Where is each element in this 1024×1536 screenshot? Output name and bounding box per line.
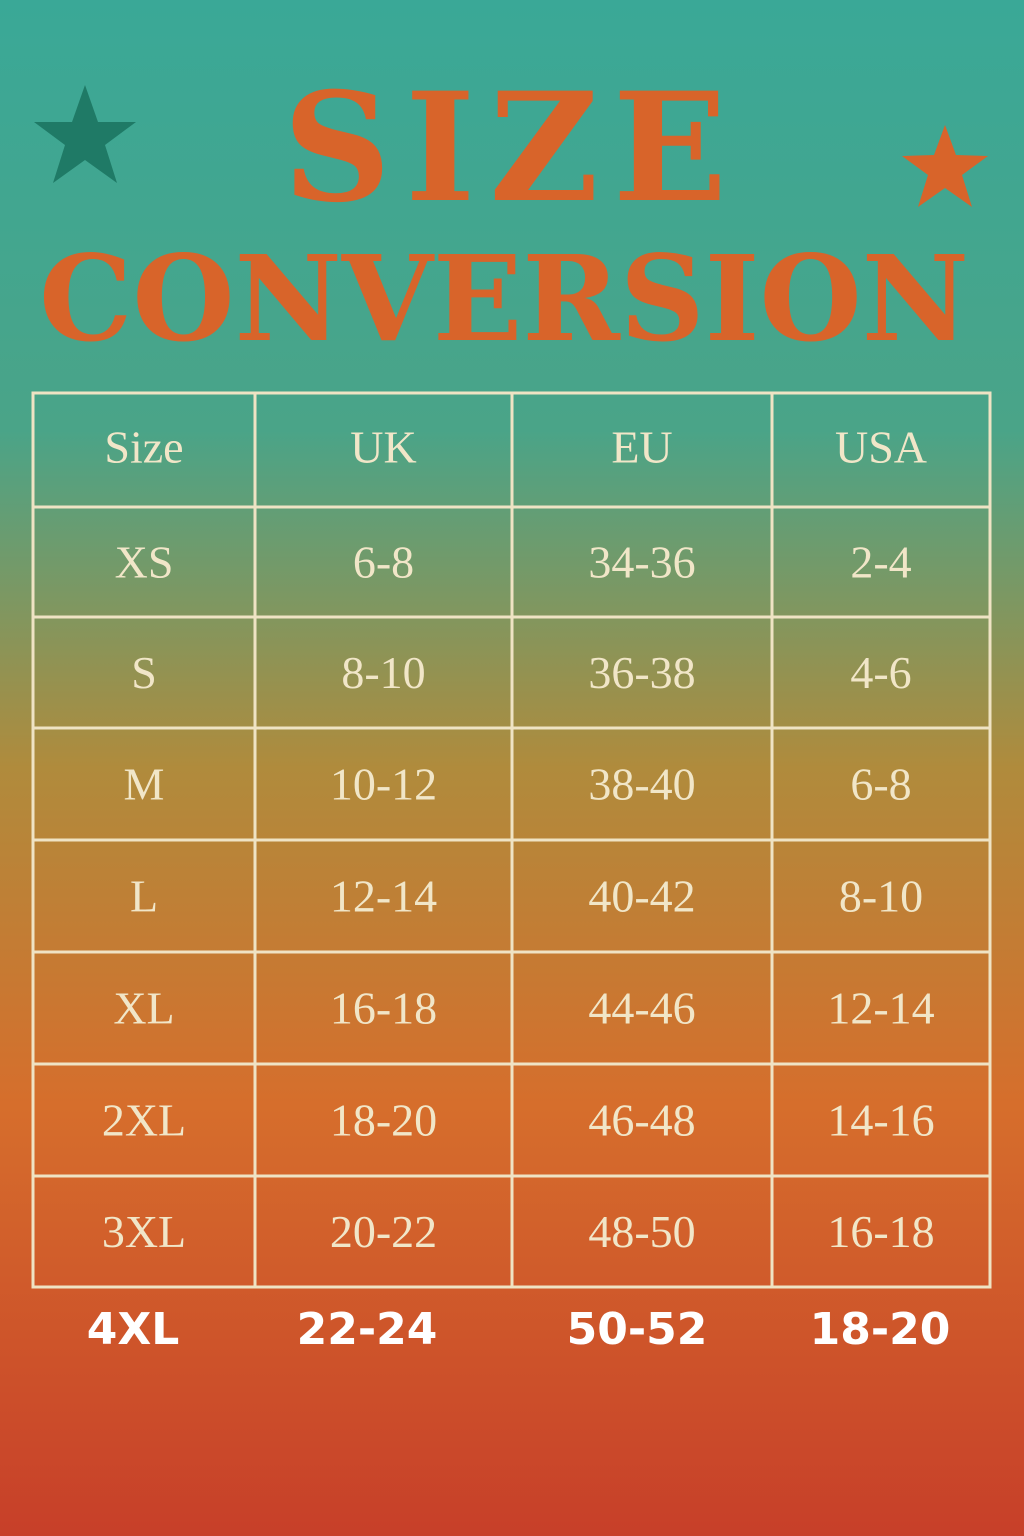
table-cell: 18-20 [330, 1095, 437, 1146]
table-cell: 6-8 [850, 759, 911, 810]
table-cell: 8-10 [839, 871, 923, 922]
extra-cell: 50-52 [567, 1304, 708, 1355]
column-header: USA [835, 422, 927, 473]
table-cell: 16-18 [827, 1206, 934, 1257]
table-cell: 44-46 [588, 983, 695, 1034]
column-header: Size [104, 422, 183, 473]
table-cell: 46-48 [588, 1095, 695, 1146]
table-cell: 36-38 [588, 647, 695, 698]
column-header: EU [611, 422, 672, 473]
table-cell: 6-8 [353, 537, 414, 588]
table-cell: XS [115, 537, 174, 588]
table-cell: XL [113, 983, 174, 1034]
column-header: UK [350, 422, 416, 473]
table-cell: 3XL [102, 1206, 186, 1257]
title-line: SIZE [283, 60, 741, 236]
table-cell: 40-42 [588, 871, 695, 922]
table-cell: 20-22 [330, 1206, 437, 1257]
table-cell: 14-16 [827, 1095, 934, 1146]
extra-cell: 22-24 [297, 1304, 438, 1355]
table-cell: 10-12 [330, 759, 437, 810]
table-cell: 2-4 [850, 537, 911, 588]
table-cell: L [130, 871, 158, 922]
table-cell: 12-14 [827, 983, 934, 1034]
table-cell: S [131, 647, 157, 698]
table-cell: 4-6 [850, 647, 911, 698]
table-cell: M [124, 759, 165, 810]
table-cell: 12-14 [330, 871, 437, 922]
table-cell: 8-10 [341, 647, 425, 698]
star-left [34, 85, 136, 183]
title-line: CONVERSION [39, 229, 969, 368]
table-cell: 16-18 [330, 983, 437, 1034]
table-cell: 48-50 [588, 1206, 695, 1257]
table-cell: 2XL [102, 1095, 186, 1146]
star-right [902, 125, 988, 207]
table-cell: 38-40 [588, 759, 695, 810]
table-cell: 34-36 [588, 537, 695, 588]
extra-cell: 4XL [87, 1304, 180, 1355]
extra-cell: 18-20 [810, 1304, 951, 1355]
